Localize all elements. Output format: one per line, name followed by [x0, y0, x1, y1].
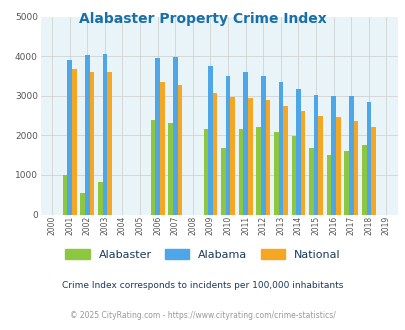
Bar [335, 117, 340, 214]
Bar [370, 127, 375, 214]
Text: Crime Index corresponds to incidents per 100,000 inhabitants: Crime Index corresponds to incidents per… [62, 281, 343, 290]
Bar [98, 182, 102, 214]
Bar [230, 97, 234, 214]
Bar [309, 148, 313, 214]
Bar [282, 106, 287, 214]
Bar [225, 76, 230, 214]
Bar [330, 96, 335, 214]
Bar [177, 85, 182, 214]
Bar [150, 120, 155, 214]
Bar [80, 193, 85, 215]
Bar [203, 129, 208, 214]
Bar [278, 82, 282, 214]
Bar [361, 145, 366, 214]
Bar [155, 58, 160, 214]
Bar [173, 57, 177, 214]
Bar [318, 116, 322, 214]
Bar [72, 69, 76, 214]
Bar [107, 72, 111, 215]
Bar [313, 95, 318, 214]
Bar [295, 89, 300, 214]
Bar [343, 151, 348, 214]
Bar [265, 100, 269, 214]
Bar [273, 132, 278, 214]
Bar [160, 82, 164, 214]
Bar [221, 148, 225, 214]
Bar [208, 66, 212, 214]
Text: Alabaster Property Crime Index: Alabaster Property Crime Index [79, 12, 326, 25]
Legend: Alabaster, Alabama, National: Alabaster, Alabama, National [61, 245, 344, 264]
Bar [247, 98, 252, 214]
Text: © 2025 CityRating.com - https://www.cityrating.com/crime-statistics/: © 2025 CityRating.com - https://www.city… [70, 311, 335, 320]
Bar [238, 129, 243, 214]
Bar [366, 102, 370, 214]
Bar [63, 175, 67, 214]
Bar [326, 155, 330, 214]
Bar [168, 123, 173, 214]
Bar [67, 60, 72, 214]
Bar [85, 55, 90, 214]
Bar [256, 127, 260, 214]
Bar [348, 96, 353, 214]
Bar [212, 93, 217, 214]
Bar [102, 54, 107, 214]
Bar [243, 72, 247, 214]
Bar [260, 76, 265, 214]
Bar [90, 72, 94, 215]
Bar [353, 121, 357, 214]
Bar [300, 111, 305, 214]
Bar [291, 136, 295, 214]
